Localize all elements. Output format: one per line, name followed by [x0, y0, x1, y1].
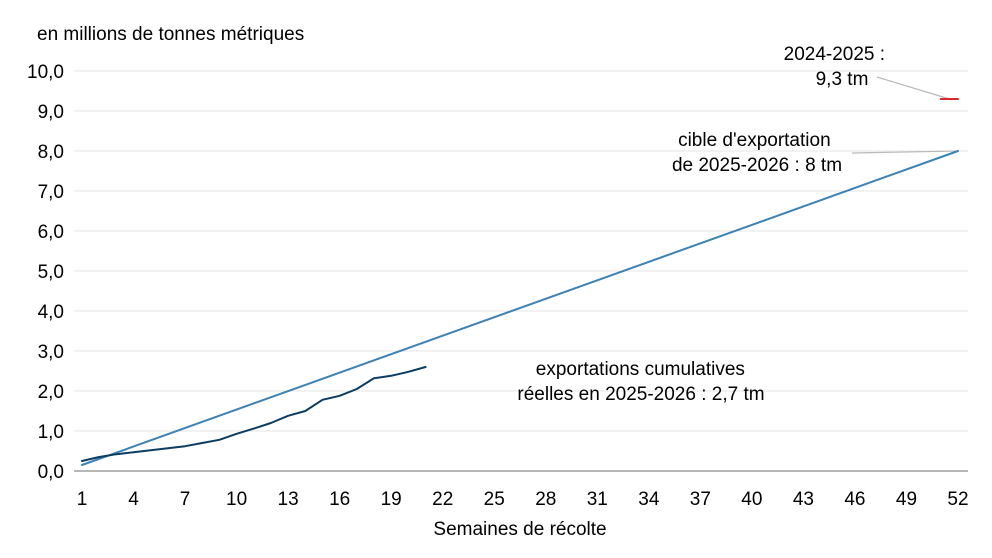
y-tick-labels: 0,0 1,0 2,0 3,0 4,0 5,0 6,0 7,0 8,0 9,0 10,0: [27, 62, 64, 483]
y-tick-label: 1,0: [38, 422, 64, 443]
annotation-leader-lines: [425, 76, 959, 368]
x-tick-label: 40: [741, 489, 762, 510]
annotation-2024-2025-line-2: 9,3 tm: [816, 69, 869, 90]
y-tick-label: 8,0: [38, 142, 64, 163]
x-tick-label: 22: [432, 489, 453, 510]
y-tick-label: 5,0: [38, 262, 64, 283]
cumulative-exports-line: [81, 366, 427, 462]
x-tick-label: 13: [278, 489, 299, 510]
x-tick-label: 43: [793, 489, 814, 510]
gridlines: [74, 70, 968, 472]
annotation-leader-line: [851, 150, 959, 154]
x-axis-title: Semaines de récolte: [433, 519, 606, 540]
annotation-cumulative-exports-line-1: exportations cumulatives: [536, 359, 745, 380]
y-tick-label: 6,0: [38, 222, 64, 243]
x-tick-label: 37: [690, 489, 711, 510]
x-tick-labels: 1 4 7 10 13 16 19 22 25 28 31 34 37 40 43 46 49 52: [77, 489, 969, 510]
y-tick-label: 2,0: [38, 382, 64, 403]
annotation-export-target: cible d'exportation de 2025-2026 : 8 tm: [672, 130, 842, 176]
x-tick-label: 10: [226, 489, 247, 510]
y-tick-label: 7,0: [38, 182, 64, 203]
y-tick-label: 9,0: [38, 102, 64, 123]
x-tick-label: 52: [947, 489, 968, 510]
target-line: [81, 150, 959, 466]
series-lines: [81, 98, 959, 466]
y-tick-label: 0,0: [38, 462, 64, 483]
x-tick-label: 19: [381, 489, 402, 510]
x-tick-label: 25: [484, 489, 505, 510]
x-tick-label: 34: [638, 489, 660, 510]
annotation-export-target-line-2: de 2025-2026 : 8 tm: [672, 155, 842, 176]
x-tick-label: 1: [77, 489, 88, 510]
annotation-2024-2025-line-1: 2024-2025 :: [784, 44, 885, 65]
annotation-export-target-line-1: cible d'exportation: [678, 130, 831, 151]
x-tick-label: 49: [896, 489, 917, 510]
x-tick-label: 7: [180, 489, 191, 510]
x-tick-label: 31: [587, 489, 608, 510]
y-tick-label: 10,0: [27, 62, 64, 83]
x-tick-label: 16: [329, 489, 350, 510]
x-tick-label: 4: [128, 489, 139, 510]
y-tick-label: 3,0: [38, 342, 64, 363]
x-tick-label: 46: [844, 489, 865, 510]
x-tick-label: 28: [535, 489, 556, 510]
annotation-cumulative-exports: exportations cumulatives réelles en 2025…: [517, 359, 764, 405]
annotations: 2024-2025 : 9,3 tm cible d'exportation d…: [517, 44, 891, 405]
y-tick-label: 4,0: [38, 302, 64, 323]
annotation-2024-2025: 2024-2025 : 9,3 tm: [784, 44, 891, 90]
y-axis-title: en millions de tonnes métriques: [37, 24, 304, 45]
annotation-leader-line: [876, 76, 950, 100]
annotation-cumulative-exports-line-2: réelles en 2025-2026 : 2,7 tm: [517, 384, 764, 405]
